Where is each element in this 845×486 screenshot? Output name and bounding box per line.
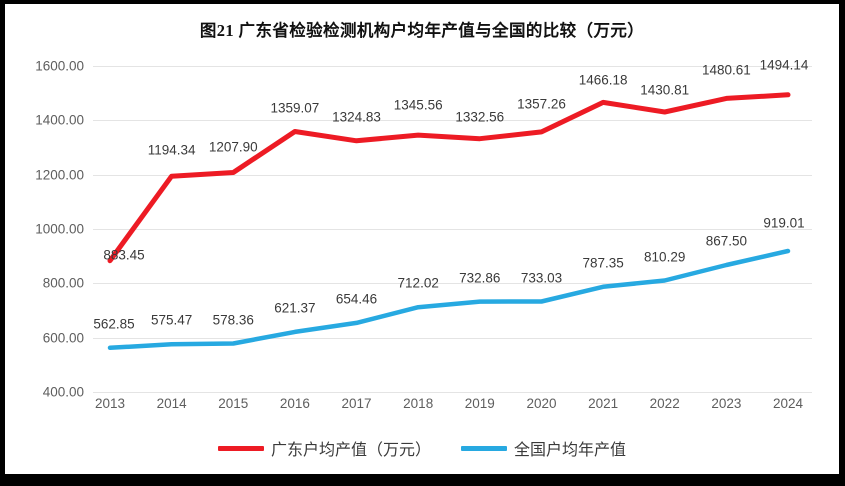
data-point-label: 1194.34 [147,142,196,158]
gridline: 1200.00 [35,167,812,182]
legend-item-label: 广东户均产值（万元） [270,442,431,459]
data-point-label: 1207.90 [208,139,258,154]
y-axis-tick-label: 1400.00 [35,112,84,128]
y-axis-tick-label: 1600.00 [35,58,84,74]
series-line [107,248,791,351]
y-axis-tick-label: 400.00 [42,384,84,400]
data-point-label: 1332.56 [455,109,505,125]
gridline: 600.00 [43,330,812,345]
x-axis-tick-label: 2022 [649,396,680,411]
data-point-label: 919.01 [763,215,805,231]
data-point-label: 1494.14 [759,57,809,73]
x-axis-tick-label: 2024 [772,396,804,411]
gridline: 1600.00 [35,59,812,74]
data-point-label: 1480.61 [701,62,751,78]
series-line [107,92,791,264]
gridline: 400.00 [43,385,812,400]
data-point-label: 1357.26 [517,96,566,112]
y-axis-tick-label: 1000.00 [35,221,84,237]
x-axis-tick-label: 2013 [94,396,126,411]
series-lines-group [107,92,791,351]
gridline: 1400.00 [35,113,812,128]
plot-area: 400.00 600.00 800.00 1000.00 1200.00 1400.00 1… [35,57,812,400]
x-axis-tick-label: 2020 [526,396,557,411]
data-point-label: 1324.83 [332,109,381,125]
data-point-label: 1359.07 [270,100,320,115]
y-axis-tick-label: 600.00 [42,330,84,346]
x-axis-tick-label: 2017 [341,396,372,411]
data-point-label: 732.86 [459,270,501,286]
legend-item[interactable]: 全国户均年产值 [461,436,626,460]
gridline: 800.00 [43,276,812,291]
page-title: 图21 广东省检验检测机构户均年产值与全国的比较（万元） [199,21,645,40]
data-point-label: 712.02 [397,275,439,291]
x-axis-tick-label: 2014 [156,396,187,411]
x-axis-tick-label: 2016 [279,396,310,411]
x-axis-tick-label: 2023 [711,396,742,411]
x-axis-tick-label: 2018 [403,396,434,411]
data-point-label: 787.35 [582,255,624,271]
legend-item-label: 全国户均年产值 [514,442,627,459]
legend-item[interactable]: 广东户均产值（万元） [217,436,431,460]
legend-color-swatch [461,445,507,451]
gridline: 1000.00 [35,222,812,237]
data-point-label: 883.45 [103,247,145,263]
data-point-label: 867.50 [705,233,748,249]
y-axis-tick-label: 800.00 [42,275,84,291]
chart-figure: 图21 广东省检验检测机构户均年产值与全国的比较（万元） 400.00 600.0… [5,4,839,474]
legend-color-swatch [217,445,264,451]
data-point-label: 575.47 [150,312,193,328]
data-point-label: 621.37 [274,300,316,316]
data-point-label: 810.29 [644,249,686,264]
y-axis-tick-label: 1200.00 [35,167,84,183]
data-point-label: 578.36 [212,312,254,327]
x-axis-tick-label: 2019 [464,396,495,411]
data-point-label: 1345.56 [393,97,443,113]
data-point-label: 654.46 [335,291,378,307]
x-axis: 2013 2014 2015 2016 2017 2018 2019 2020 2021 2022… [93,396,812,416]
x-axis-tick-label: 2021 [588,396,619,411]
data-point-label: 1430.81 [640,82,690,98]
data-point-label: 733.03 [520,270,563,285]
data-point-label: 1466.18 [578,72,628,88]
data-point-label: 562.85 [93,316,135,332]
x-axis-tick-label: 2015 [218,396,249,411]
chart-legend: 广东户均产值（万元） 全国户均年产值 [5,436,839,460]
